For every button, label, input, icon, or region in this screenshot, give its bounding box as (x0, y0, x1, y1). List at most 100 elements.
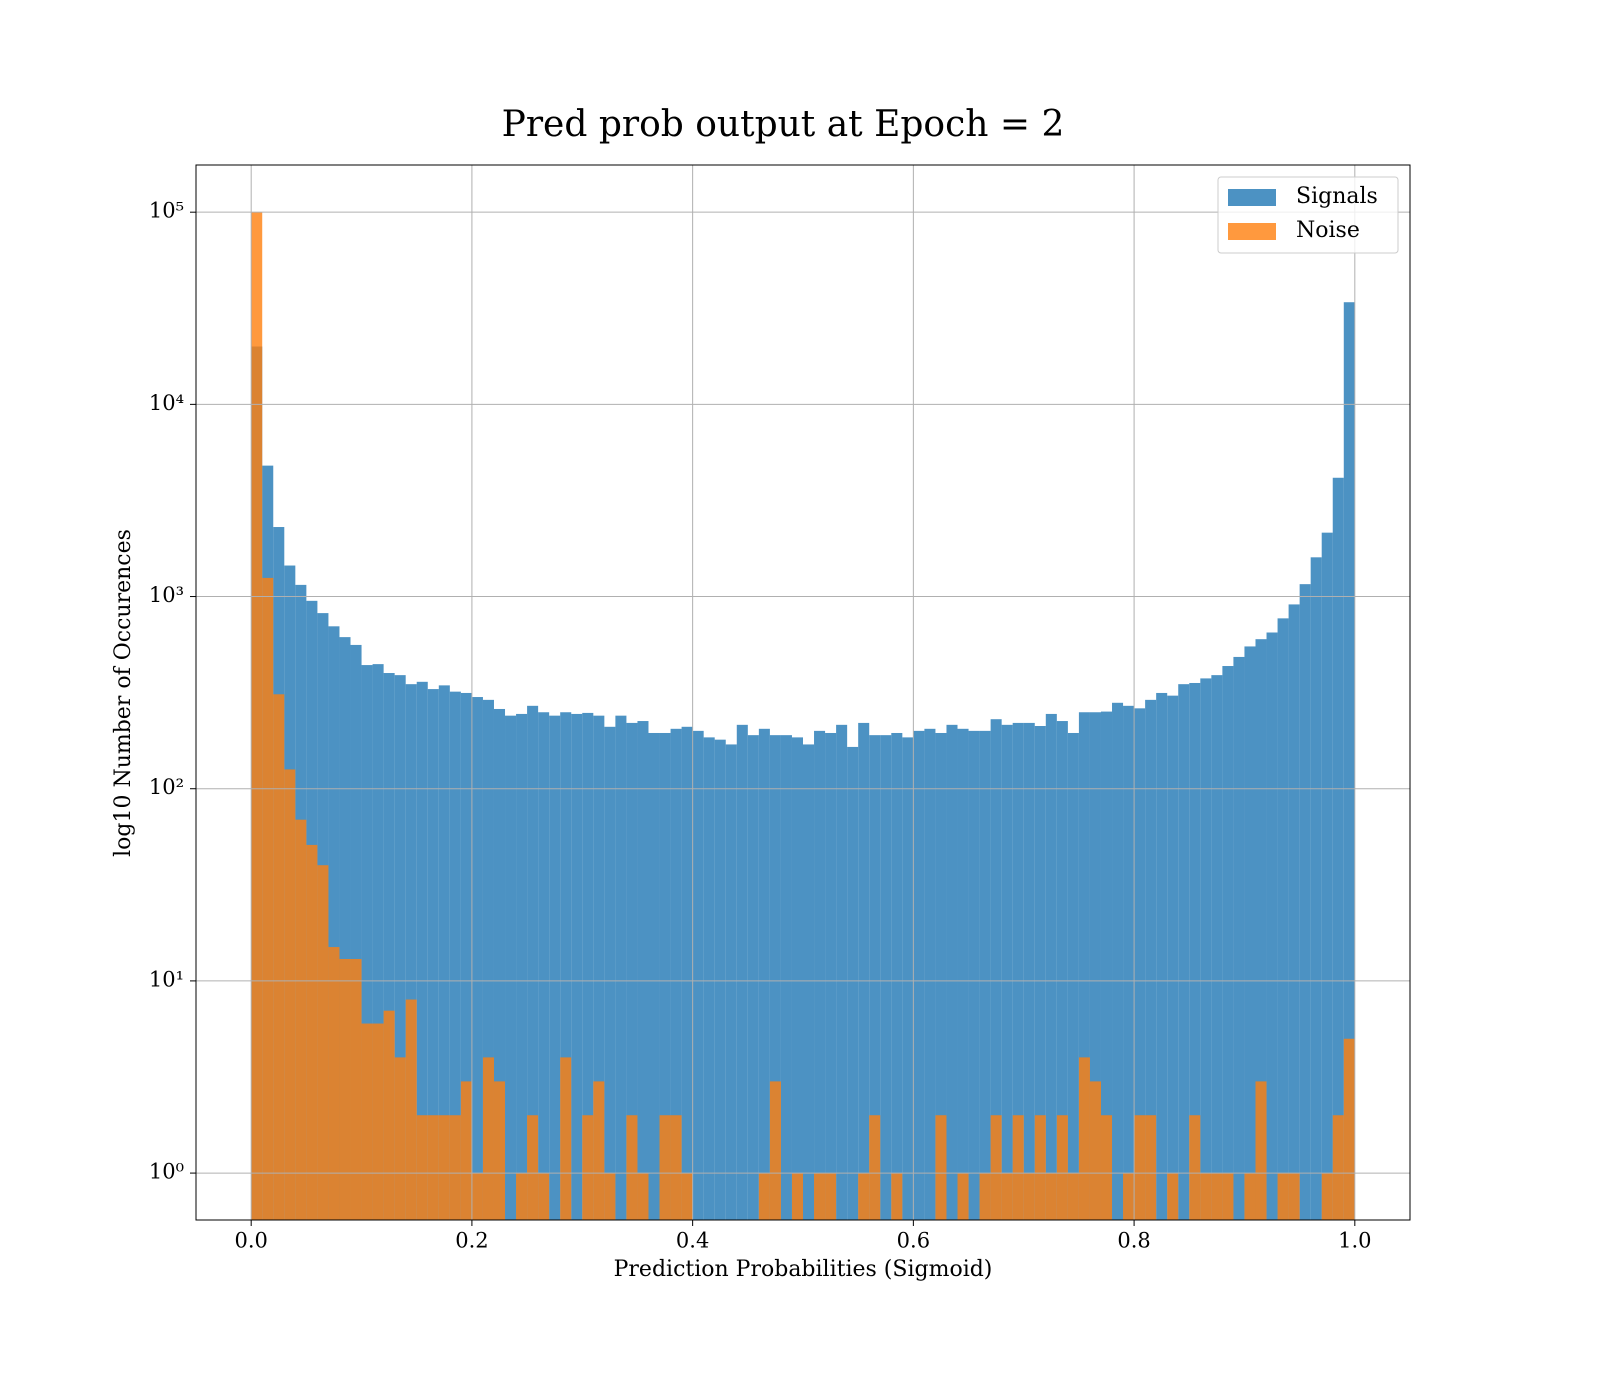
histogram-bar (1277, 618, 1289, 1220)
histogram-bar (582, 1115, 594, 1220)
histogram-bar (637, 1173, 649, 1220)
histogram-bar (913, 730, 925, 1220)
histogram-bar (1112, 702, 1124, 1220)
histogram-bar (1288, 1173, 1300, 1220)
chart-title: Pred prob output at Epoch = 2 (502, 104, 1065, 145)
histogram-bar (372, 664, 384, 1220)
histogram-bar (262, 577, 274, 1220)
histogram-bar (648, 732, 660, 1220)
histogram-bar (979, 730, 991, 1220)
histogram-bar (471, 697, 483, 1220)
y-tick-label: 10⁵ (149, 199, 184, 223)
histogram-bar (560, 1057, 572, 1220)
histogram-bar (946, 724, 958, 1220)
y-tick-label: 10³ (149, 583, 184, 607)
histogram-bar (1178, 684, 1190, 1220)
legend-swatch (1228, 223, 1276, 240)
histogram-bar (924, 728, 936, 1220)
histogram-bar (1233, 656, 1245, 1220)
histogram-bar (979, 1173, 991, 1220)
histogram-bar (350, 644, 362, 1220)
histogram-bar (339, 637, 351, 1220)
histogram-bar (273, 694, 285, 1220)
histogram-bar (438, 1115, 450, 1220)
histogram-bar (593, 715, 605, 1220)
histogram-bar (538, 712, 550, 1220)
histogram-bar (1134, 1115, 1146, 1220)
histogram-bar (659, 1115, 671, 1220)
histogram-bar (394, 1057, 406, 1220)
histogram-bar (1211, 1173, 1223, 1220)
histogram-bar (1200, 678, 1212, 1220)
histogram-bar (405, 684, 417, 1220)
x-tick-label: 0.0 (234, 1229, 267, 1253)
y-tick-label: 10⁴ (149, 391, 184, 415)
histogram-bar (1067, 1173, 1079, 1220)
y-tick-label: 10¹ (149, 967, 184, 991)
histogram-bar (637, 721, 649, 1220)
histogram-bar (405, 999, 417, 1220)
legend-label: Signals (1296, 184, 1378, 209)
histogram-bar (1189, 682, 1201, 1220)
histogram-bar (1067, 732, 1079, 1220)
histogram-bar (1332, 1115, 1344, 1220)
legend-swatch (1228, 189, 1276, 206)
histogram-bar (1244, 1173, 1256, 1220)
histogram-bar (383, 1010, 395, 1220)
histogram-bar (1045, 1173, 1057, 1220)
histogram-bar (571, 713, 583, 1220)
histogram-bar (1012, 1115, 1024, 1220)
histogram-bar (1222, 1173, 1234, 1220)
histogram-bar (791, 737, 803, 1220)
histogram-bar (902, 737, 914, 1220)
histogram-bar (582, 712, 594, 1220)
histogram-bar (1123, 705, 1135, 1220)
histogram-bar (880, 735, 892, 1220)
histogram-bar (394, 675, 406, 1220)
histogram-bar (659, 732, 671, 1220)
histogram-bar (383, 673, 395, 1220)
histogram-bar (814, 1173, 826, 1220)
histogram-bar (361, 665, 373, 1220)
histogram-bar (328, 947, 340, 1220)
histogram-bar (747, 735, 759, 1220)
histogram-bar (1310, 557, 1322, 1220)
histogram-bar (1266, 632, 1278, 1220)
histogram-bar (814, 730, 826, 1220)
histogram-bar (1001, 1173, 1013, 1220)
histogram-bar (847, 746, 859, 1220)
histogram-bar (791, 1173, 803, 1220)
histogram-bar (516, 1173, 528, 1220)
histogram-bar (714, 739, 726, 1220)
histogram-bar (460, 1081, 472, 1220)
histogram-bar (1343, 302, 1355, 1221)
histogram-bar (769, 1081, 781, 1220)
histogram-bar (339, 959, 351, 1220)
histogram-bar (858, 722, 870, 1220)
histogram-bar (703, 737, 715, 1220)
histogram-bar (1078, 1057, 1090, 1220)
histogram-bar (1023, 1173, 1035, 1220)
histogram-bar (1288, 604, 1300, 1220)
histogram-bar (1211, 675, 1223, 1220)
histogram-bar (825, 1173, 837, 1220)
histogram-bar (604, 726, 616, 1220)
histogram-bar (692, 730, 704, 1220)
legend-label: Noise (1296, 218, 1360, 243)
histogram-bar (482, 699, 494, 1220)
histogram-bar (1145, 1115, 1157, 1220)
histogram-bar (736, 724, 748, 1220)
histogram-bar (560, 712, 572, 1220)
histogram-bar (361, 1023, 373, 1220)
histogram-bar (1012, 722, 1024, 1220)
histogram-bar (317, 865, 329, 1220)
y-axis-label: log10 Number of Occurences (111, 529, 136, 857)
histogram-bar (471, 1173, 483, 1220)
histogram-bar (1277, 1173, 1289, 1220)
histogram-bar (1167, 695, 1179, 1220)
histogram-bar (438, 685, 450, 1220)
histogram-bar (990, 1115, 1002, 1220)
histogram-bar (891, 1173, 903, 1220)
histogram-bar (493, 708, 506, 1220)
histogram-bar (957, 728, 969, 1220)
